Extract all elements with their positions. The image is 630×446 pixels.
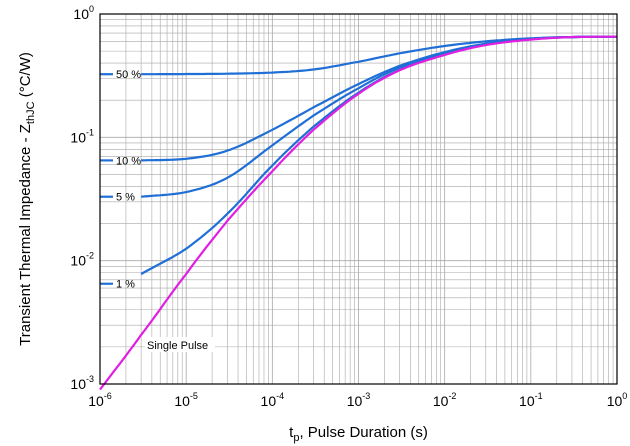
x-tick-label: 10-1 [519, 391, 543, 409]
y-tick-exponent: -1 [86, 127, 94, 137]
x-tick-label: 100 [607, 391, 628, 409]
y-tick-label: 100 [73, 4, 94, 22]
x-tick-exponent: -4 [276, 391, 284, 401]
duty-label-10: 10 % [116, 155, 141, 167]
x-axis-label: tp, Pulse Duration (s) [289, 424, 428, 444]
x-tick-exponent: -2 [448, 391, 456, 401]
plot-frame [99, 13, 618, 385]
x-tick-base: 10 [174, 393, 190, 409]
series-line-5 [141, 35, 617, 198]
x-tick-exponent: 0 [622, 391, 627, 401]
duty-cycle-labels: 50 % 10 % 5 % 1 % Single Pulse [100, 69, 215, 352]
grid-lines [99, 14, 617, 385]
single-pulse-label-bg [145, 337, 215, 352]
x-tick-base: 10 [347, 393, 363, 409]
duty-label-50: 50 % [116, 69, 141, 81]
y-tick-exponent: -2 [86, 251, 94, 261]
x-tick-label: 10-5 [174, 391, 198, 409]
x-tick-base: 10 [88, 393, 104, 409]
y-tick-base: 10 [73, 6, 89, 22]
series-line-single-pulse [99, 35, 617, 391]
y-tick-label: 10-2 [70, 251, 94, 269]
y-axis-label: Transient Thermal Impedance - ZthJC (°C/… [17, 52, 37, 346]
x-tick-label: 10-4 [261, 391, 285, 409]
x-axis-label-sub: p [293, 432, 299, 444]
x-axis-label-rest: , Pulse Duration (s) [299, 424, 427, 441]
duty-label-1: 1 % [116, 279, 135, 291]
y-tick-label: 10-3 [70, 374, 94, 392]
y-tick-base: 10 [70, 253, 86, 269]
x-tick-base: 10 [433, 393, 449, 409]
series-lines [99, 35, 617, 391]
series-line-10 [141, 35, 617, 162]
single-pulse-label: Single Pulse [147, 340, 208, 352]
x-tick-label: 10-6 [88, 391, 112, 409]
x-axis-label-main: t [289, 424, 294, 441]
duty-label-5: 5 % [116, 192, 135, 204]
y-tick-exponent: -3 [86, 374, 94, 384]
x-tick-base: 10 [607, 393, 623, 409]
x-tick-exponent: -3 [362, 391, 370, 401]
x-tick-label: 10-2 [433, 391, 457, 409]
x-tick-exponent: -6 [104, 391, 112, 401]
x-tick-base: 10 [519, 393, 535, 409]
x-axis-ticks: 10-6 10-5 10-4 10-3 10-2 10-1 100 [88, 391, 627, 409]
y-axis-label-rest: (°C/W) [17, 52, 34, 101]
x-tick-label: 10-3 [347, 391, 371, 409]
y-axis-label-sub: thJC [25, 101, 37, 124]
y-tick-base: 10 [70, 129, 86, 145]
x-tick-exponent: -5 [190, 391, 198, 401]
y-tick-label: 10-1 [70, 127, 94, 145]
x-tick-base: 10 [261, 393, 277, 409]
series-line-50 [141, 35, 617, 76]
y-tick-exponent: 0 [89, 4, 94, 14]
x-tick-exponent: -1 [535, 391, 543, 401]
y-tick-base: 10 [70, 376, 86, 392]
y-axis-label-main: Transient Thermal Impedance - Z [17, 124, 34, 346]
